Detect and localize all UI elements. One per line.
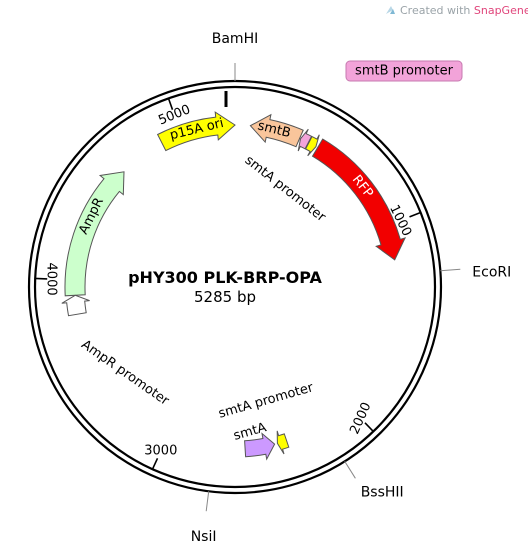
- site-nsii-label: NsiI: [191, 529, 217, 545]
- site-bamhi-label: BamHI: [212, 31, 258, 47]
- feature-smtb-promoter-arrow: [297, 128, 313, 152]
- feature-p15a-ori-arrow: [156, 111, 236, 152]
- plasmid-size: 5285 bp: [194, 288, 256, 306]
- feature-smta-promoter-top-arrow: [304, 134, 320, 157]
- tick-4000-label: 4000: [44, 263, 59, 296]
- credit-brand: SnapGene: [474, 4, 528, 17]
- site-ecori-label: EcoRI: [472, 264, 511, 280]
- feature-smtb-arrow: [249, 113, 304, 148]
- feature-ampr-promoter-label: AmpR promoter: [78, 337, 172, 409]
- feature-smta-promoter-bottom-arrow: [276, 430, 290, 455]
- plasmid-name: pHY300 PLK-BRP-OPA: [128, 268, 322, 287]
- feature-smta-promoter-top-label: smtA promoter: [242, 153, 329, 225]
- feature-smta-promoter-bottom-label: smtA promoter: [217, 380, 316, 422]
- tick-2000-mark: [364, 422, 374, 432]
- feature-smtb-promoter-label-box: [345, 60, 463, 82]
- credit-line: Created with SnapGene®: [386, 3, 528, 17]
- site-bsshii-label: BssHII: [361, 485, 404, 501]
- feature-smta-arrow: [244, 432, 276, 461]
- tick-2000-label: 2000: [347, 400, 374, 436]
- tick-3000-mark: [151, 457, 159, 470]
- feature-rfp-arrow: [311, 138, 407, 261]
- credit-prefix: Created with: [400, 4, 474, 17]
- tick-4000-mark: [35, 277, 48, 280]
- site-bsshii-leader: [344, 461, 356, 479]
- feature-smtb-promoter-label: smtB promoter: [355, 64, 454, 79]
- tick-5000-mark: [167, 98, 174, 110]
- credit-text: Created with SnapGene®: [400, 3, 528, 17]
- site-nsii-leader: [205, 491, 210, 512]
- features-layer: [61, 111, 407, 461]
- snapgene-logo-icon: [386, 6, 395, 14]
- tick-1000-mark: [409, 211, 421, 218]
- tick-3000-label: 3000: [144, 444, 177, 459]
- feature-ampr-arrow: [64, 171, 125, 297]
- feature-ampr-promoter-arrow: [61, 294, 90, 317]
- sites-layer: BamHI EcoRI BssHII NsiI: [191, 31, 512, 545]
- site-ecori-leader: [440, 268, 461, 272]
